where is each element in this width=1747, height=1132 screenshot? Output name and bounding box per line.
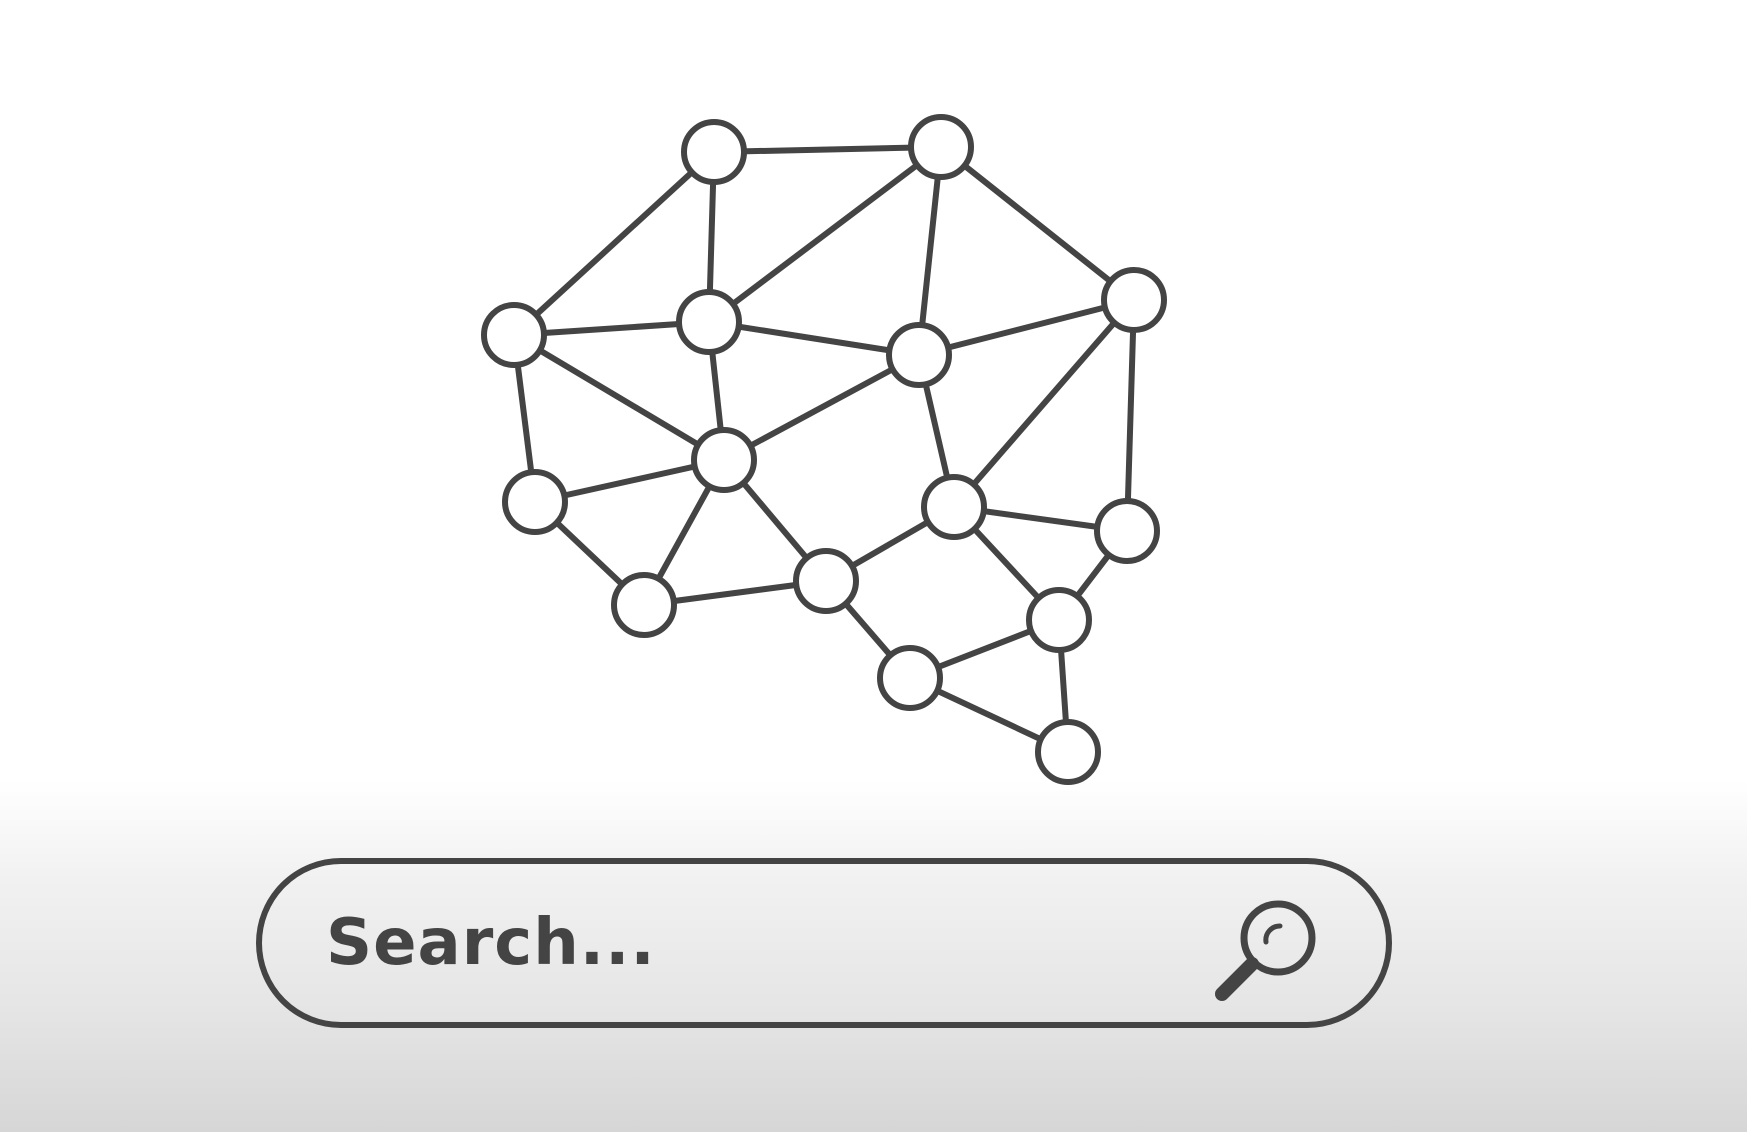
network-edge	[721, 352, 922, 463]
network-node	[921, 474, 987, 540]
network-edge	[511, 332, 727, 463]
brain-network-icon	[481, 114, 1167, 785]
network-node	[1094, 498, 1160, 564]
network-nodes	[481, 114, 1167, 785]
network-edge	[706, 144, 944, 325]
network-node	[611, 572, 677, 638]
network-node	[1101, 267, 1167, 333]
network-edge	[511, 149, 717, 338]
network-edge	[706, 319, 922, 358]
search-icon[interactable]	[1206, 892, 1326, 1012]
network-node	[502, 469, 568, 535]
network-node	[676, 289, 742, 355]
search-bar[interactable]	[256, 858, 1392, 1028]
network-edge	[916, 144, 944, 358]
network-edge	[951, 297, 1137, 510]
network-edges	[511, 144, 1137, 755]
network-node	[877, 645, 943, 711]
network-edge	[938, 144, 1137, 303]
network-node	[908, 114, 974, 180]
network-edge	[916, 297, 1137, 358]
network-node	[1026, 587, 1092, 653]
network-node	[691, 427, 757, 493]
network-node	[681, 119, 747, 185]
network-node	[481, 302, 547, 368]
network-edge	[711, 144, 944, 155]
network-node	[793, 548, 859, 614]
search-input[interactable]	[326, 864, 1146, 1022]
network-edge	[1124, 297, 1137, 534]
network-node	[886, 322, 952, 388]
network-node	[1035, 719, 1101, 785]
